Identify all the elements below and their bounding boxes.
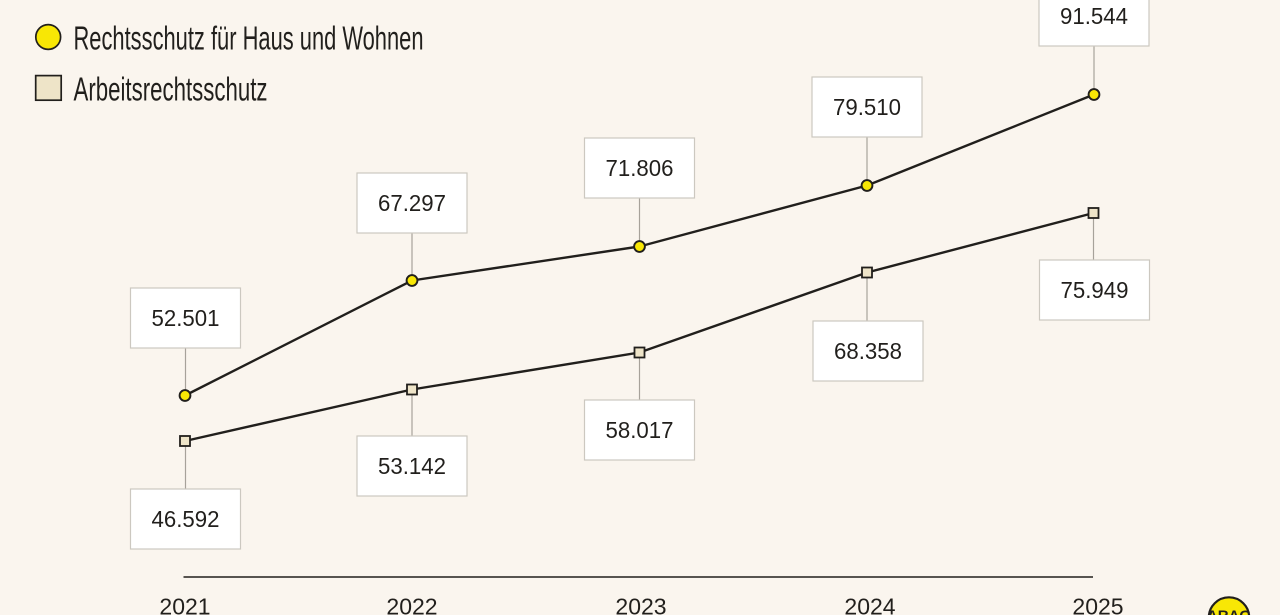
svg-text:79.510: 79.510 (833, 94, 901, 120)
svg-text:68.358: 68.358 (834, 338, 902, 364)
svg-text:91.544: 91.544 (1060, 3, 1128, 29)
svg-text:2022: 2022 (386, 594, 437, 615)
svg-text:75.949: 75.949 (1061, 277, 1129, 303)
svg-text:53.142: 53.142 (378, 453, 446, 479)
svg-text:71.806: 71.806 (606, 155, 674, 181)
svg-text:58.017: 58.017 (606, 417, 674, 443)
svg-text:2021: 2021 (159, 594, 210, 615)
svg-text:67.297: 67.297 (378, 190, 446, 216)
svg-text:2025: 2025 (1072, 594, 1123, 615)
svg-text:46.592: 46.592 (152, 506, 220, 532)
svg-text:2024: 2024 (844, 594, 895, 615)
svg-text:2023: 2023 (615, 594, 666, 615)
svg-text:ARAG: ARAG (1207, 608, 1251, 615)
svg-text:52.501: 52.501 (152, 305, 220, 331)
svg-text:Arbeitsrechtsschutz: Arbeitsrechtsschutz (74, 71, 268, 108)
svg-text:Rechtsschutz für Haus und Wohn: Rechtsschutz für Haus und Wohnen (74, 20, 424, 57)
